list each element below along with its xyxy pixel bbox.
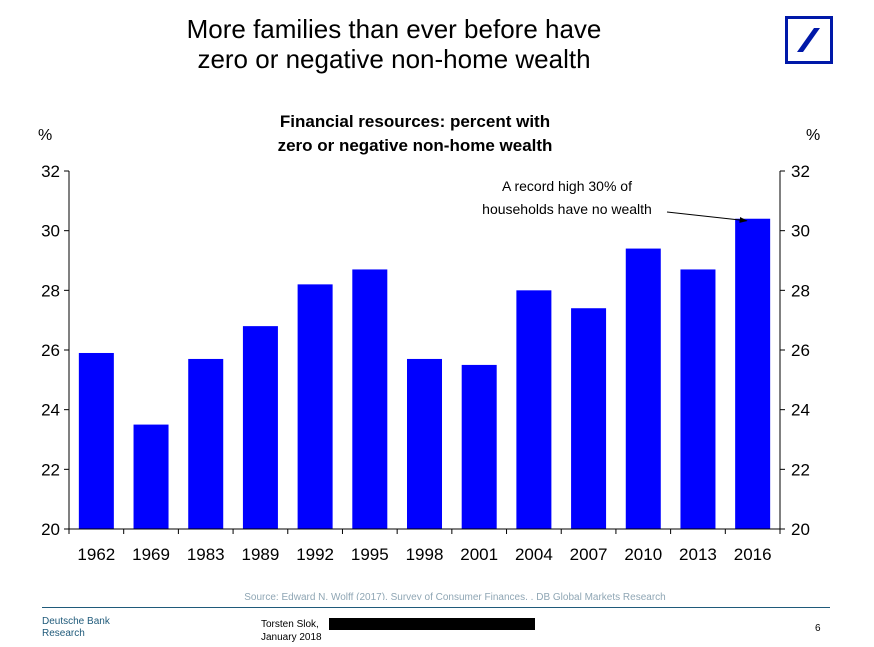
x-tick-label: 2001 xyxy=(460,545,498,564)
footer-divider xyxy=(42,607,830,608)
bar-2016 xyxy=(735,218,771,529)
chart-source: Source: Edward N. Wolff (2017). Survey o… xyxy=(244,592,665,600)
annotation-arrow xyxy=(666,211,748,223)
y-tick-label-left: 26 xyxy=(41,341,60,360)
x-tick-label: 1995 xyxy=(351,545,389,564)
annotation-line-2: households have no wealth xyxy=(482,201,652,217)
bar-1962 xyxy=(78,352,114,529)
logo-slash-icon xyxy=(797,28,820,52)
bar-1995 xyxy=(352,269,388,529)
y-axis-unit-left: % xyxy=(38,127,52,144)
y-tick-label-left: 32 xyxy=(41,162,60,181)
slide-title: More families than ever before have zero… xyxy=(120,14,668,74)
x-tick-label: 2013 xyxy=(679,545,717,564)
bar-2004 xyxy=(516,290,552,529)
y-tick-label-right: 22 xyxy=(791,460,810,479)
x-tick-label: 1989 xyxy=(242,545,280,564)
bar-1983 xyxy=(188,358,224,529)
y-tick-label-left: 30 xyxy=(41,222,60,241)
footer-author: Torsten Slok, xyxy=(261,619,319,630)
y-tick-label-right: 20 xyxy=(791,520,810,539)
footer-bank-line-1: Deutsche Bank xyxy=(42,616,110,627)
redaction-bar xyxy=(329,618,535,630)
slide-title-line-2: zero or negative non-home wealth xyxy=(197,44,591,74)
x-tick-label: 2004 xyxy=(515,545,553,564)
bar-chart: 1962 1969 1983 1989 1992 1995 1998 2001 2004 2007… xyxy=(38,127,820,600)
x-tick-label: 2010 xyxy=(624,545,662,564)
bar-2013 xyxy=(680,269,716,529)
y-tick-label-right: 30 xyxy=(791,222,810,241)
y-tick-label-left: 20 xyxy=(41,520,60,539)
x-tick-label: 2007 xyxy=(570,545,608,564)
bar-1989 xyxy=(242,326,278,529)
deutsche-bank-logo-icon xyxy=(785,16,833,64)
slide-title-line-1: More families than ever before have xyxy=(186,14,602,44)
bar-1992 xyxy=(297,284,333,529)
bar-2007 xyxy=(571,308,607,529)
footer-date: January 2018 xyxy=(261,632,322,643)
x-tick-label: 1998 xyxy=(406,545,444,564)
y-tick-label-left: 24 xyxy=(41,401,60,420)
y-tick-label-right: 24 xyxy=(791,401,810,420)
page-number: 6 xyxy=(815,623,821,634)
chart-title-line-2: zero or negative non-home wealth xyxy=(277,136,553,155)
footer-bank-name: Deutsche Bank Research xyxy=(42,616,110,640)
y-tick-label-left: 22 xyxy=(41,460,60,479)
y-axis-unit-right: % xyxy=(806,127,820,144)
bar-2001 xyxy=(461,364,497,529)
x-tick-label: 1969 xyxy=(132,545,170,564)
bar-2010 xyxy=(625,248,661,530)
bar-1998 xyxy=(406,358,443,529)
y-tick-label-right: 26 xyxy=(791,341,810,360)
x-tick-label: 1992 xyxy=(296,545,334,564)
chart-title: Financial resources: percent with zero o… xyxy=(215,110,615,158)
footer-bank-line-2: Research xyxy=(42,628,85,639)
annotation-line-1: A record high 30% of xyxy=(502,178,632,194)
x-tick-label: 2016 xyxy=(734,545,772,564)
footer-author-block: Torsten Slok, January 2018 xyxy=(261,618,322,644)
bar-1969 xyxy=(133,424,169,529)
x-tick-label: 1983 xyxy=(187,545,225,564)
y-tick-label-right: 28 xyxy=(791,281,810,300)
chart-title-line-1: Financial resources: percent with xyxy=(279,112,551,131)
x-tick-label: 1962 xyxy=(77,545,115,564)
y-tick-label-left: 28 xyxy=(41,281,60,300)
y-tick-label-right: 32 xyxy=(791,162,810,181)
